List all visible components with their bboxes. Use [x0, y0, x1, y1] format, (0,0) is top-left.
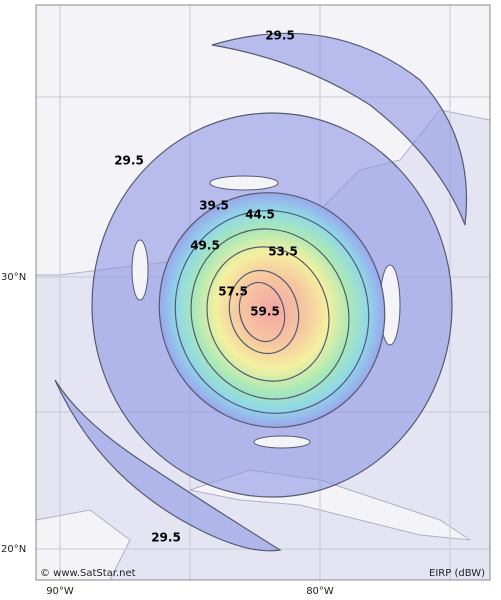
credit: © www.SatStar.net [40, 568, 136, 579]
contour-label: 29.5 [151, 531, 181, 545]
contour-49-5 [190, 228, 350, 400]
contour-label: 59.5 [250, 305, 280, 319]
contour-label: 53.5 [268, 245, 298, 259]
contour-39-5 [158, 192, 386, 428]
contour-label: 44.5 [245, 208, 275, 222]
latitude-label: 20°N [1, 544, 26, 555]
contour-59-5 [238, 281, 286, 343]
contour-57-5 [228, 269, 300, 355]
contour-sidelobe [54, 379, 282, 552]
latitude-label: 30°N [1, 272, 26, 283]
contour-53-5 [206, 246, 330, 382]
contour-hole [209, 175, 279, 191]
contour-label: 39.5 [199, 199, 229, 213]
longitude-label: 90°W [46, 586, 74, 597]
contour-hole [131, 239, 149, 301]
map-area [36, 5, 490, 580]
contour-sidelobe [211, 32, 468, 226]
longitude-label: 80°W [306, 586, 334, 597]
contour-label: 49.5 [190, 239, 220, 253]
map-frame [35, 4, 491, 581]
contour-label: 29.5 [114, 154, 144, 168]
contour-label: 29.5 [265, 29, 295, 43]
contour-hole [253, 435, 311, 449]
contour-44-5 [174, 210, 370, 414]
legend-unit: EIRP (dBW) [429, 568, 485, 579]
contour-label: 57.5 [218, 285, 248, 299]
contour-labels: 29.5 29.5 29.5 39.5 44.5 49.5 53.5 57.5 … [114, 29, 298, 545]
